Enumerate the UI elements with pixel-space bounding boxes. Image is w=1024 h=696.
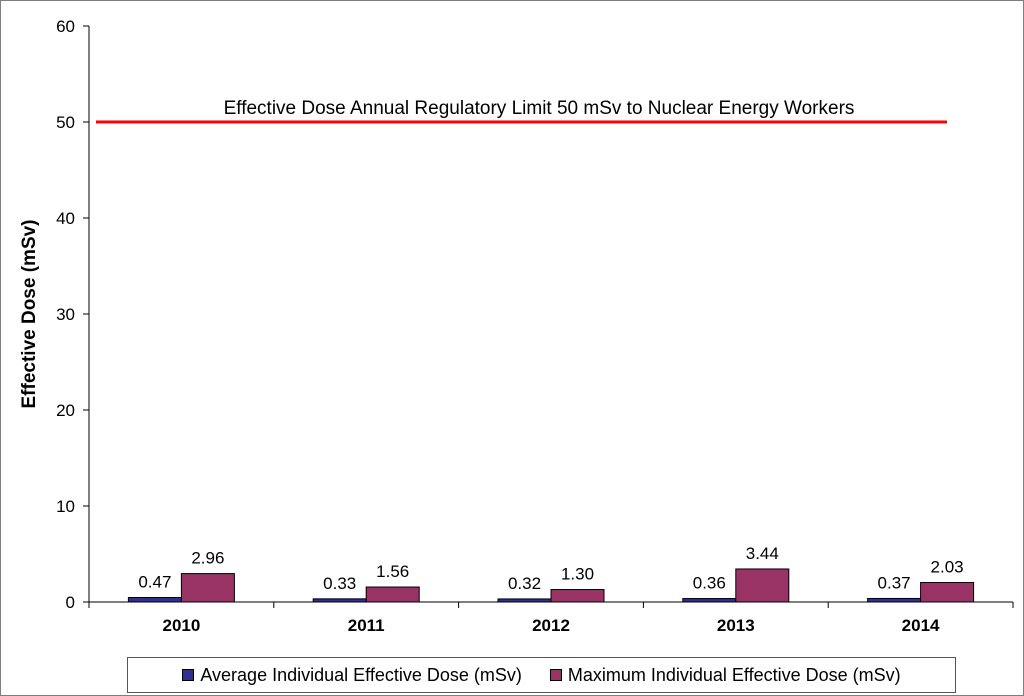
x-category-label: 2013 xyxy=(717,616,755,635)
x-category-label: 2012 xyxy=(532,616,570,635)
legend-swatch-maximum xyxy=(549,669,562,681)
bar-maximum xyxy=(920,582,975,603)
x-axis: 2010 2011 2012 2013 2014 xyxy=(88,601,1014,635)
y-tick-label: 60 xyxy=(56,17,75,36)
data-label-average: 0.36 xyxy=(693,574,726,593)
data-label-average: 0.47 xyxy=(138,572,171,591)
bar-maximum xyxy=(735,568,790,603)
y-tick-label: 30 xyxy=(56,305,75,324)
y-tick-label: 10 xyxy=(56,497,75,516)
data-labels: 0.47 2.96 0.33 1.56 0.32 1.30 0.36 3.44 0.37 2.03 xyxy=(138,544,963,593)
regulatory-limit: Effective Dose Annual Regulatory Limit 5… xyxy=(96,98,947,124)
legend-label-average: Average Individual Effective Dose (mSv) xyxy=(200,664,522,685)
y-tick-label: 0 xyxy=(66,593,75,612)
bar-average xyxy=(682,598,737,603)
bar-maximum xyxy=(180,573,235,603)
data-label-maximum: 2.03 xyxy=(931,558,964,577)
legend-label-maximum: Maximum Individual Effective Dose (mSv) xyxy=(567,664,901,685)
data-label-maximum: 1.30 xyxy=(561,565,594,584)
y-tick-label: 20 xyxy=(56,401,75,420)
data-label-maximum: 3.44 xyxy=(746,544,779,563)
data-label-average: 0.33 xyxy=(323,574,356,593)
bar-average xyxy=(497,598,552,603)
y-tick-label: 50 xyxy=(56,113,75,132)
y-tick-label: 40 xyxy=(56,209,75,228)
data-label-average: 0.37 xyxy=(878,573,911,592)
x-category-label: 2014 xyxy=(902,616,940,635)
data-label-maximum: 1.56 xyxy=(376,562,409,581)
legend-item-average: Average Individual Effective Dose (mSv) xyxy=(182,665,522,686)
data-label-maximum: 2.96 xyxy=(191,549,224,568)
legend: Average Individual Effective Dose (mSv) … xyxy=(127,657,956,693)
bar-maximum xyxy=(550,589,605,603)
y-axis: 0 10 20 30 40 50 60 xyxy=(56,17,90,612)
bar-average xyxy=(867,597,922,603)
bar-maximum xyxy=(365,586,420,603)
legend-item-maximum: Maximum Individual Effective Dose (mSv) xyxy=(549,664,901,686)
x-category-label: 2010 xyxy=(162,616,200,635)
limit-label: Effective Dose Annual Regulatory Limit 5… xyxy=(224,98,855,119)
y-axis-title: Effective Dose (mSv) xyxy=(19,219,40,408)
legend-swatch-average xyxy=(182,669,195,681)
bar-average xyxy=(312,598,367,603)
data-label-average: 0.32 xyxy=(508,574,541,593)
bars xyxy=(127,568,975,603)
bar-average xyxy=(127,596,182,603)
x-category-label: 2011 xyxy=(348,616,385,635)
